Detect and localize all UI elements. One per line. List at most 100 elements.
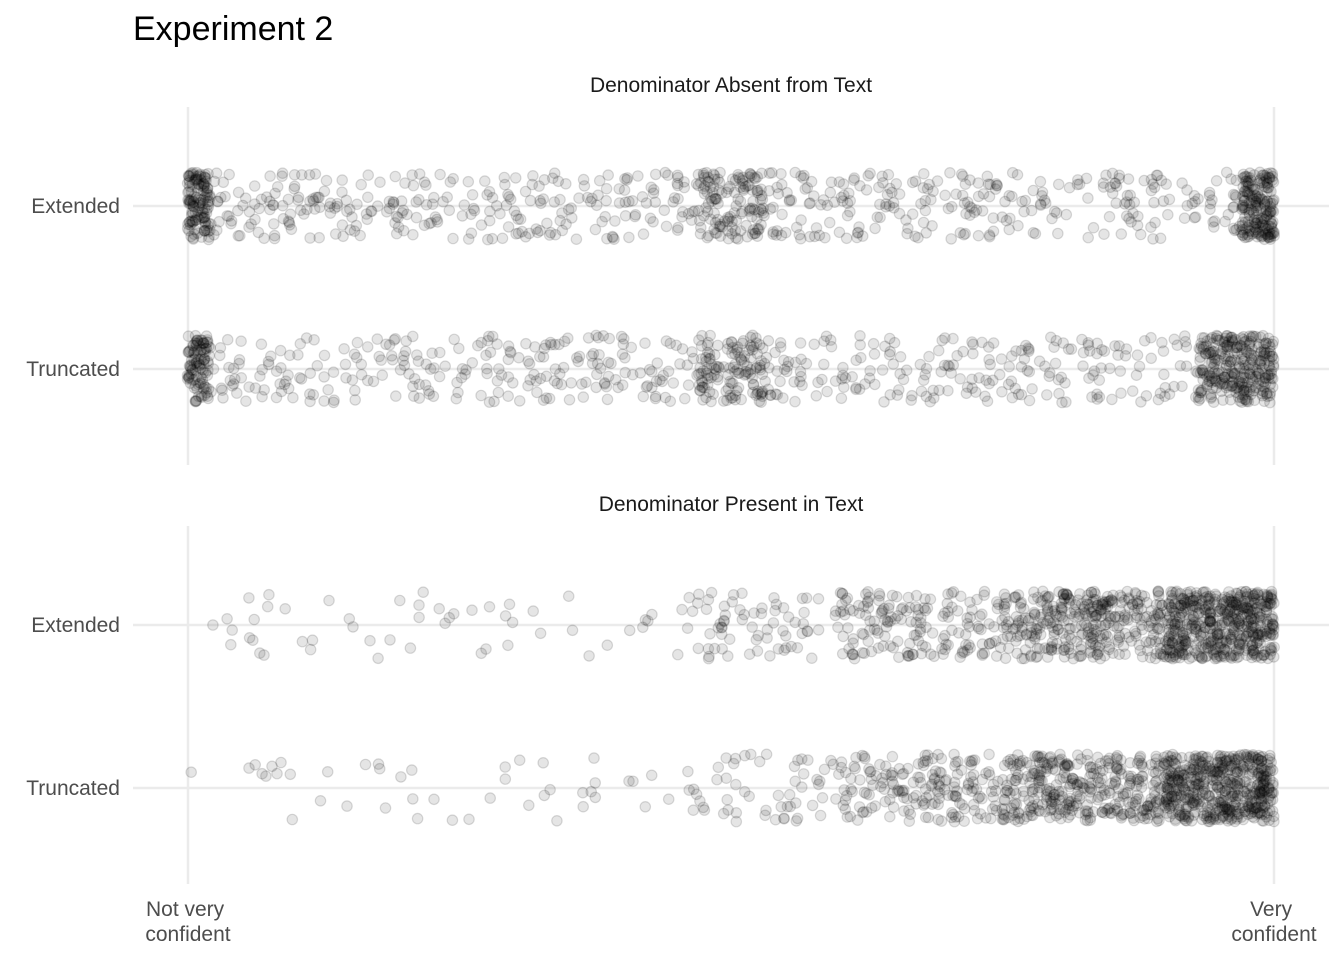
data-point bbox=[1257, 212, 1270, 225]
data-point bbox=[694, 221, 707, 234]
data-point bbox=[538, 174, 551, 186]
data-point bbox=[324, 207, 337, 219]
data-point bbox=[850, 381, 862, 394]
data-point bbox=[1220, 362, 1232, 374]
data-point bbox=[756, 193, 769, 206]
data-point bbox=[383, 202, 396, 215]
data-point bbox=[1263, 752, 1276, 765]
data-point bbox=[1149, 652, 1162, 665]
data-point bbox=[601, 393, 614, 406]
data-point bbox=[869, 222, 881, 235]
data-point bbox=[983, 353, 995, 366]
data-point bbox=[361, 191, 374, 204]
data-point bbox=[1245, 353, 1258, 365]
data-point bbox=[321, 765, 334, 778]
data-point bbox=[551, 377, 564, 390]
data-point bbox=[1245, 197, 1257, 210]
data-point bbox=[530, 375, 542, 387]
data-point bbox=[607, 231, 619, 244]
data-point bbox=[198, 354, 210, 366]
data-point bbox=[418, 219, 431, 232]
data-point bbox=[197, 184, 210, 197]
data-point bbox=[895, 603, 908, 615]
data-point bbox=[1023, 365, 1036, 378]
data-point bbox=[285, 223, 298, 236]
data-point bbox=[1217, 809, 1229, 822]
data-point bbox=[1219, 215, 1231, 228]
data-point bbox=[847, 632, 860, 645]
data-point bbox=[1253, 193, 1266, 206]
data-point bbox=[774, 336, 787, 349]
data-point bbox=[428, 793, 440, 806]
data-point bbox=[340, 372, 352, 384]
data-point bbox=[923, 350, 935, 363]
data-point bbox=[312, 191, 324, 204]
data-point bbox=[221, 612, 233, 625]
data-point bbox=[757, 207, 770, 219]
data-point bbox=[389, 170, 402, 183]
data-point bbox=[927, 185, 939, 198]
data-point bbox=[882, 168, 895, 181]
data-point bbox=[214, 349, 226, 362]
data-point bbox=[190, 394, 203, 407]
data-point bbox=[601, 232, 613, 245]
data-point bbox=[1090, 763, 1102, 775]
data-point bbox=[560, 218, 572, 230]
data-point bbox=[854, 180, 866, 192]
data-point bbox=[1077, 781, 1089, 794]
data-point bbox=[932, 344, 945, 357]
data-point bbox=[667, 196, 679, 208]
data-point bbox=[1045, 331, 1057, 344]
data-point bbox=[311, 359, 324, 372]
data-point bbox=[983, 748, 995, 761]
data-point bbox=[522, 799, 535, 812]
data-point bbox=[298, 208, 310, 220]
data-point bbox=[795, 214, 807, 226]
data-point bbox=[950, 188, 962, 200]
data-point bbox=[795, 353, 807, 366]
data-point bbox=[609, 215, 621, 227]
data-point bbox=[806, 799, 819, 812]
data-point bbox=[534, 194, 546, 207]
data-point bbox=[981, 395, 994, 407]
data-point bbox=[1267, 227, 1280, 240]
data-point bbox=[1087, 221, 1100, 234]
data-point bbox=[182, 330, 195, 342]
data-point bbox=[738, 608, 750, 621]
data-point bbox=[917, 374, 930, 386]
data-point bbox=[1240, 179, 1253, 192]
data-point bbox=[1165, 594, 1178, 607]
data-point bbox=[213, 215, 225, 228]
data-point bbox=[1176, 810, 1189, 823]
data-point bbox=[873, 198, 886, 211]
data-point bbox=[1254, 216, 1267, 229]
data-point bbox=[225, 638, 237, 651]
data-point bbox=[1238, 195, 1251, 207]
data-point bbox=[380, 338, 392, 351]
data-point bbox=[1250, 195, 1262, 208]
data-point bbox=[718, 615, 730, 628]
data-point bbox=[1082, 589, 1094, 601]
data-point bbox=[355, 178, 367, 191]
data-point bbox=[999, 195, 1011, 208]
data-point bbox=[397, 204, 410, 217]
data-point bbox=[770, 598, 783, 611]
data-point bbox=[203, 189, 216, 201]
data-point bbox=[704, 192, 717, 204]
data-point bbox=[640, 381, 653, 393]
data-point bbox=[708, 207, 720, 220]
data-point bbox=[1027, 226, 1040, 239]
data-point bbox=[1268, 230, 1280, 242]
data-point bbox=[455, 371, 468, 384]
data-point bbox=[190, 173, 202, 186]
data-point bbox=[671, 179, 684, 192]
data-point bbox=[769, 346, 781, 359]
data-point bbox=[819, 231, 831, 244]
data-point bbox=[313, 201, 326, 214]
data-point bbox=[1119, 609, 1131, 621]
data-point bbox=[951, 349, 963, 362]
data-point bbox=[243, 221, 255, 233]
data-point bbox=[637, 390, 650, 403]
data-point bbox=[187, 168, 199, 181]
data-point bbox=[203, 231, 215, 243]
